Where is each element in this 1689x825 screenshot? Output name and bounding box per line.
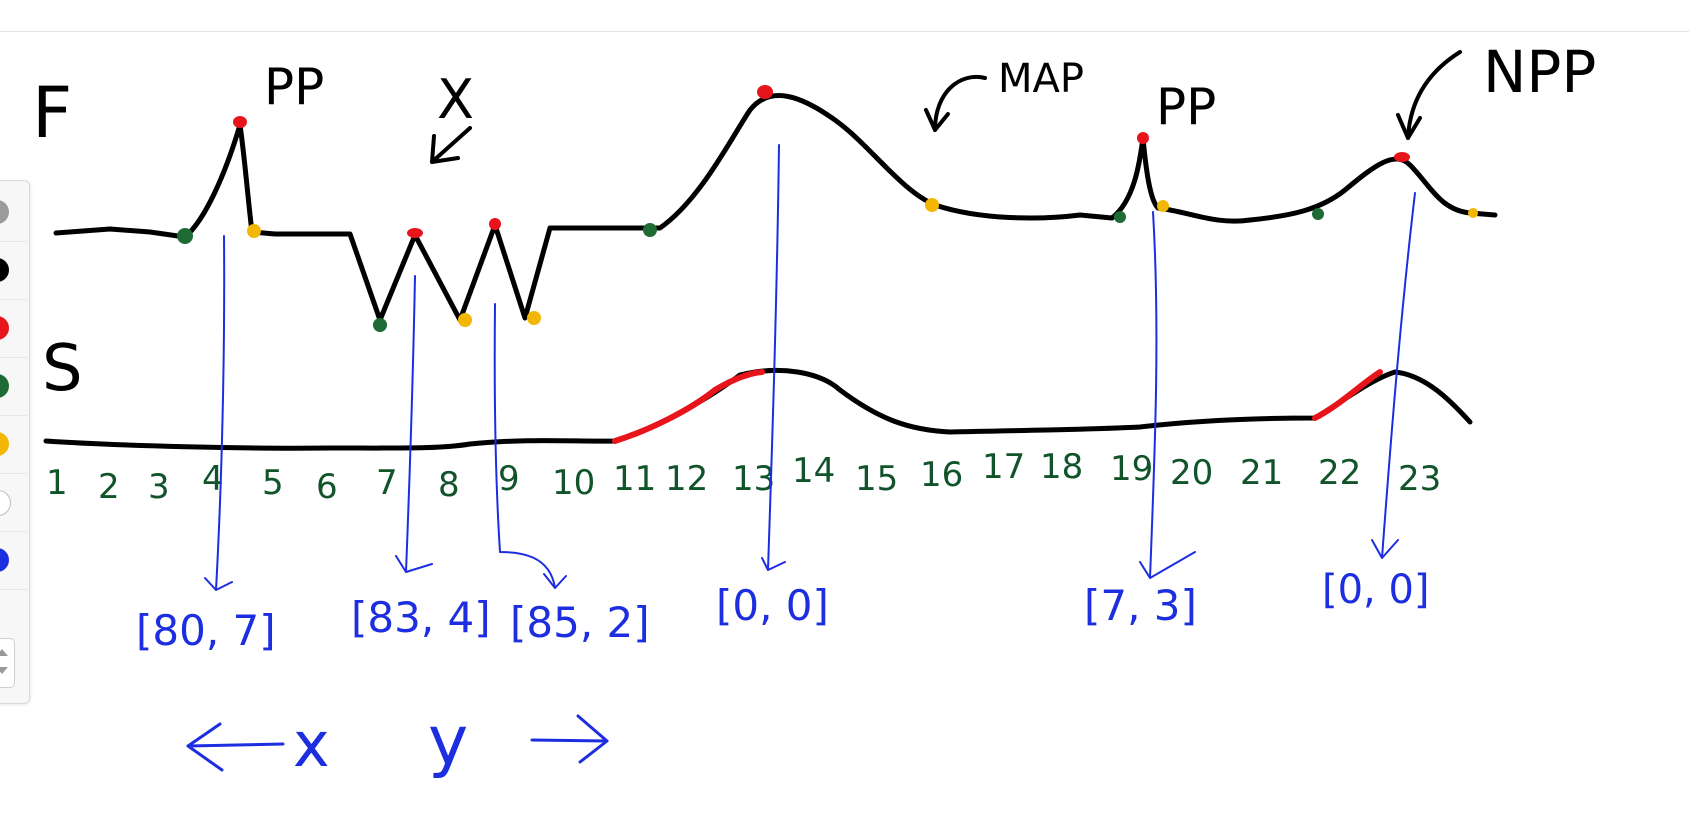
red-color-dot-icon xyxy=(0,316,9,340)
axis-number-4: 4 xyxy=(202,459,224,499)
end-dot xyxy=(527,311,541,325)
axis-number-11: 11 xyxy=(613,459,656,499)
end-dot xyxy=(1157,200,1169,212)
map-arrow xyxy=(924,74,987,132)
start-dot xyxy=(1312,208,1324,220)
end-dot xyxy=(1468,208,1478,218)
black-color-dot-icon xyxy=(0,258,9,282)
axis-number-21: 21 xyxy=(1240,453,1283,493)
npp-label: NPP xyxy=(1483,38,1596,106)
axis-number-15: 15 xyxy=(855,459,898,499)
end-markers xyxy=(247,198,1478,327)
peak-dot xyxy=(1137,132,1149,144)
leader-lines xyxy=(204,144,1416,591)
peak-dot xyxy=(757,85,773,99)
axis-number-6: 6 xyxy=(316,467,338,507)
swatch-yellow[interactable] xyxy=(0,417,27,474)
axis-number-16: 16 xyxy=(920,455,963,495)
peak-dot xyxy=(407,228,423,238)
axis-number-13: 13 xyxy=(732,459,775,499)
peak-dot xyxy=(1394,152,1410,162)
x-direction-label: x xyxy=(293,708,330,781)
axis-number-5: 5 xyxy=(262,463,284,503)
swatch-white[interactable] xyxy=(0,475,27,532)
leader-line xyxy=(493,303,567,589)
grey-color-dot-icon xyxy=(0,200,9,224)
swatch-green[interactable] xyxy=(0,359,27,416)
start-dot xyxy=(643,223,657,237)
bracket-value-4: [0, 0] xyxy=(716,581,829,630)
swatch-red[interactable] xyxy=(0,301,27,358)
swatch-blue[interactable] xyxy=(0,533,27,590)
axis-number-14: 14 xyxy=(792,451,835,491)
leader-line xyxy=(761,144,786,571)
blue-color-dot-icon xyxy=(0,548,9,572)
right-arrow xyxy=(530,714,609,764)
start-dot xyxy=(373,318,387,332)
bracket-value-3: [85, 2] xyxy=(510,598,650,647)
leader-line xyxy=(1371,192,1416,559)
pp-label-1: PP xyxy=(264,58,324,116)
x-mark-label: X xyxy=(437,68,474,131)
color-palette xyxy=(0,180,30,704)
left-arrow xyxy=(186,722,285,772)
end-dot xyxy=(925,198,939,212)
bracket-value-6: [0, 0] xyxy=(1322,567,1430,613)
axis-number-19: 19 xyxy=(1110,449,1153,489)
chevron-down-icon[interactable] xyxy=(0,667,8,674)
palette-scroll-stepper[interactable] xyxy=(0,638,15,688)
axis-number-9: 9 xyxy=(498,459,520,499)
axis-number-22: 22 xyxy=(1318,453,1361,493)
start-dot xyxy=(1114,211,1126,223)
npp-arrow xyxy=(1396,50,1462,140)
f-label: F xyxy=(32,72,72,154)
leader-line xyxy=(1139,211,1196,579)
end-dot xyxy=(458,313,472,327)
start-markers xyxy=(177,208,1324,332)
axis-number-18: 18 xyxy=(1040,447,1083,487)
leader-line xyxy=(395,275,433,573)
green-color-dot-icon xyxy=(0,374,9,398)
top-toolbar xyxy=(0,0,1689,32)
swatch-black[interactable] xyxy=(0,243,27,300)
x-arrow xyxy=(430,126,472,164)
axis-number-3: 3 xyxy=(148,467,170,507)
axis-numbers: 1 2 3 4 5 6 7 8 9 10 11 12 13 14 15 16 17 18 19 20 21 22 23 xyxy=(46,447,1441,507)
axis-number-12: 12 xyxy=(665,459,708,499)
peak-dot xyxy=(489,218,501,230)
axis-number-7: 7 xyxy=(376,463,398,503)
axis-number-23: 23 xyxy=(1398,459,1441,499)
bracket-value-1: [80, 7] xyxy=(136,606,276,655)
white-color-dot-icon xyxy=(0,490,11,516)
peak-markers xyxy=(233,85,1410,238)
chevron-up-icon[interactable] xyxy=(0,649,8,656)
swatch-grey[interactable] xyxy=(0,185,27,242)
pp-label-2: PP xyxy=(1156,78,1216,136)
end-dot xyxy=(247,224,261,238)
s-rise-highlight-1 xyxy=(612,369,765,444)
axis-number-2: 2 xyxy=(98,467,120,507)
s-label: S xyxy=(42,332,83,406)
s-rise-highlight-2 xyxy=(1312,369,1383,421)
start-dot xyxy=(177,228,193,244)
bracket-value-2: [83, 4] xyxy=(351,593,491,642)
axis-number-10: 10 xyxy=(552,463,595,503)
axis-number-8: 8 xyxy=(438,465,460,505)
yellow-color-dot-icon xyxy=(0,432,9,456)
axis-number-20: 20 xyxy=(1170,453,1213,493)
y-direction-label: y xyxy=(428,702,468,781)
peak-dot xyxy=(233,116,247,128)
map-label: MAP xyxy=(998,56,1084,102)
bracket-value-5: [7, 3] xyxy=(1084,581,1197,630)
axis-number-1: 1 xyxy=(46,463,68,503)
s-curve xyxy=(43,367,1473,451)
leader-line xyxy=(204,235,233,591)
axis-number-17: 17 xyxy=(982,447,1025,487)
